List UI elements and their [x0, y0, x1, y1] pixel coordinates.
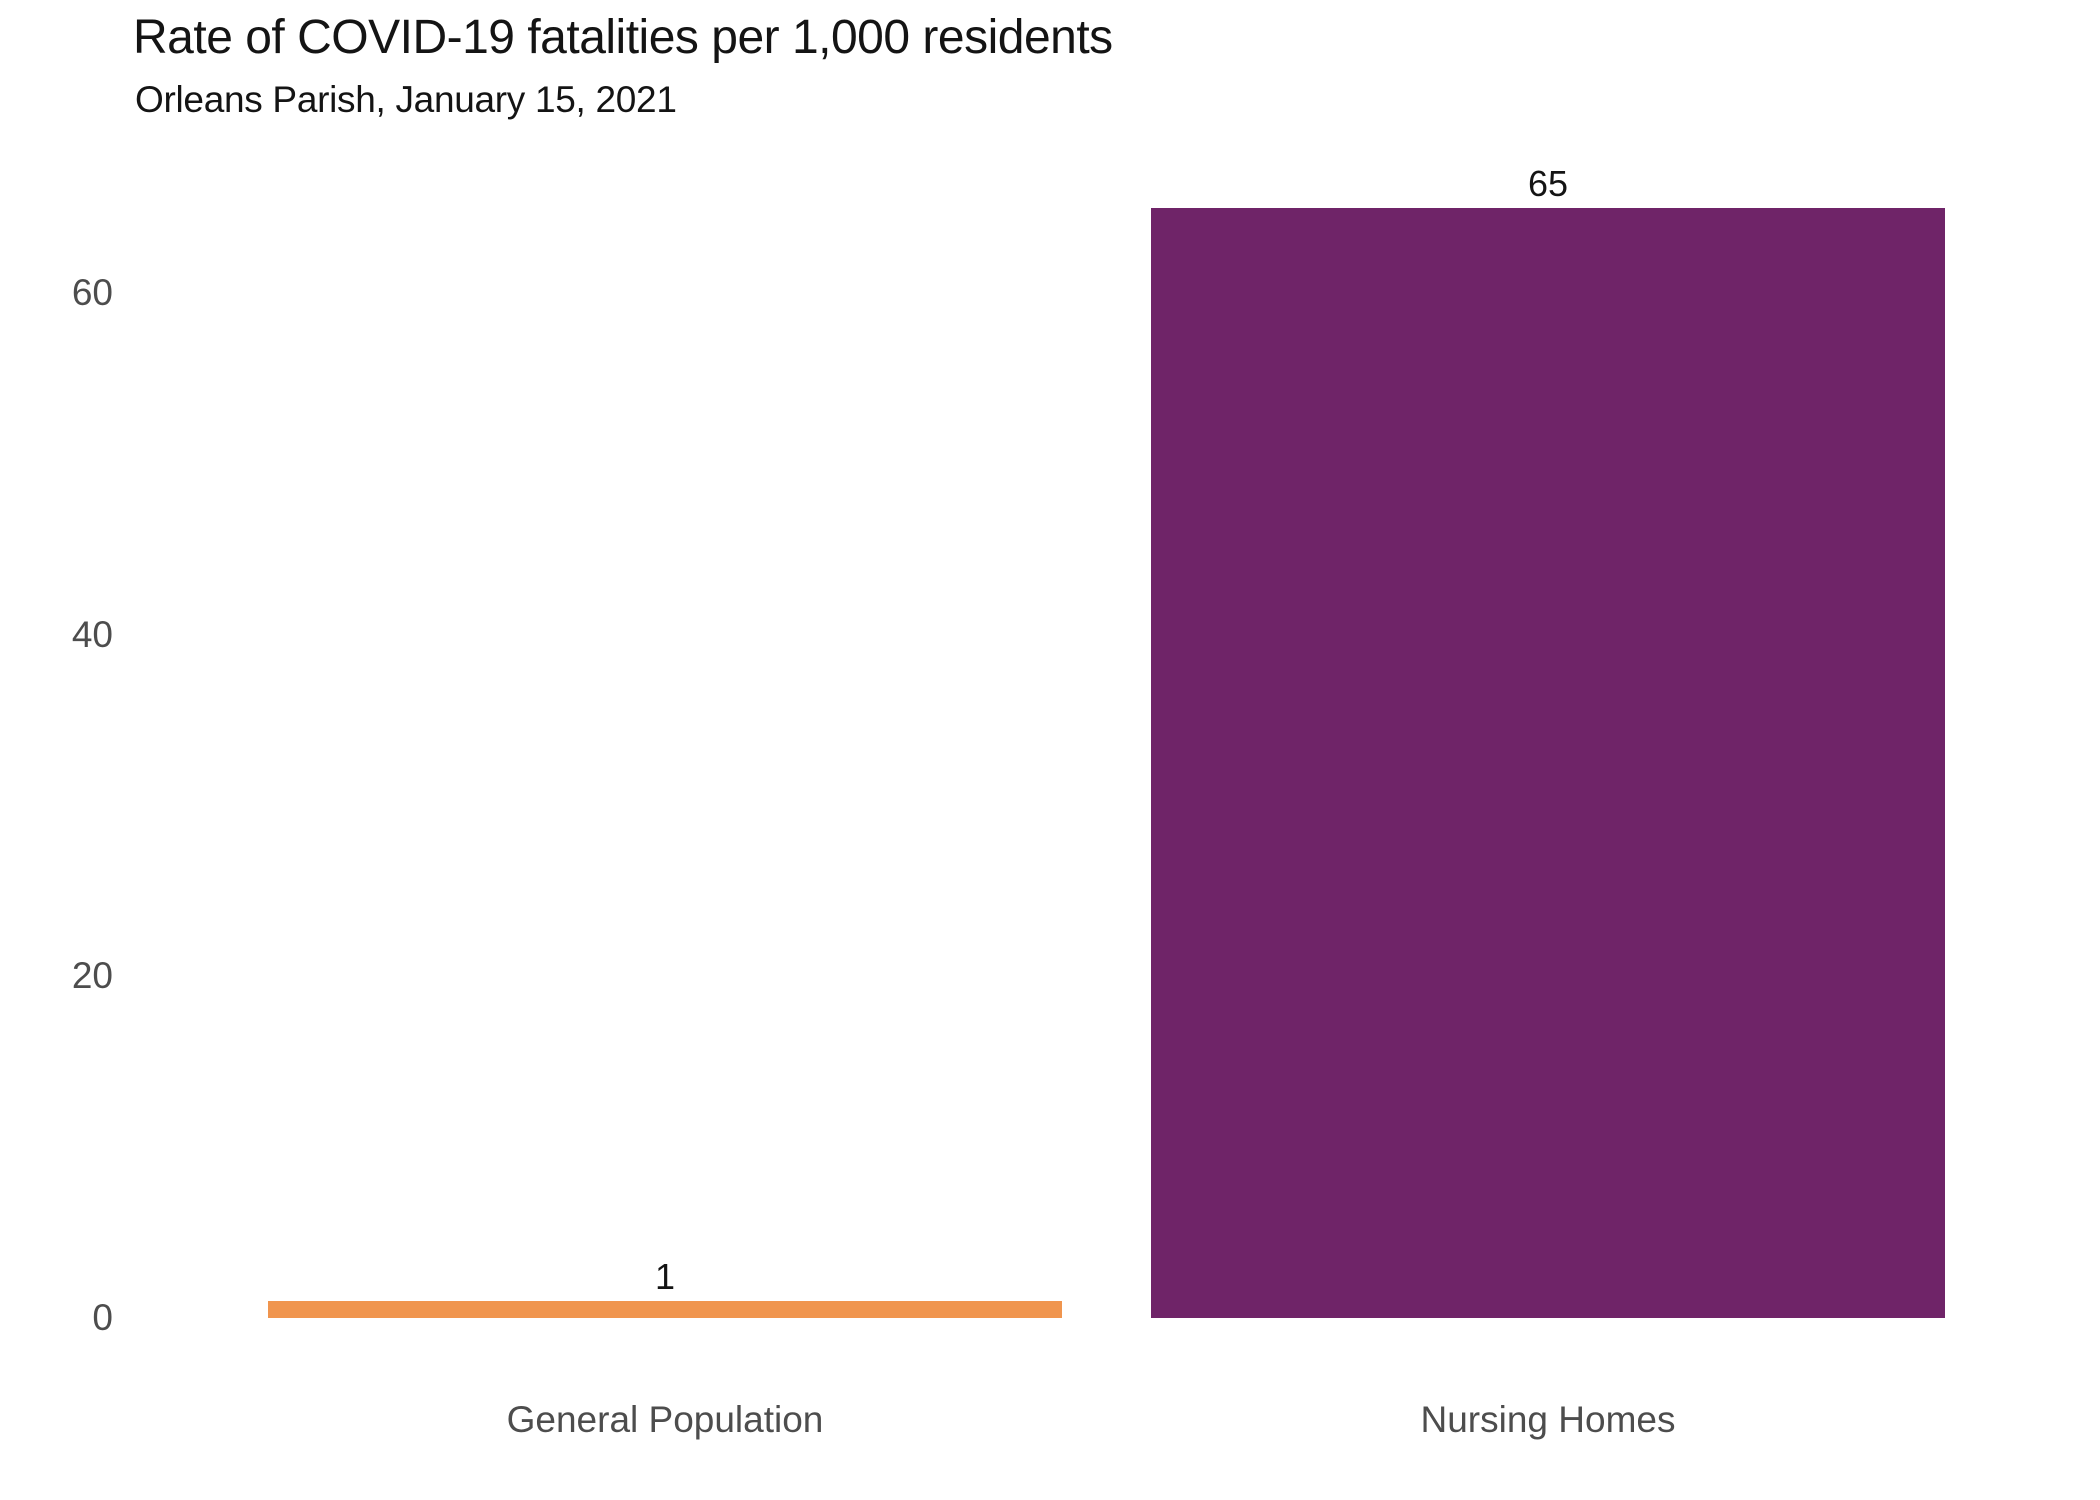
chart-subtitle: Orleans Parish, January 15, 2021 — [135, 79, 677, 120]
y-tick-label: 40 — [71, 614, 113, 655]
y-tick-label: 0 — [92, 1297, 113, 1338]
chart-title: Rate of COVID-19 fatalities per 1,000 re… — [133, 11, 1113, 64]
bar-general-population — [268, 1301, 1062, 1318]
x-axis-label-nursing-homes: Nursing Homes — [1420, 1399, 1676, 1440]
bar-value-label-nursing-homes: 65 — [1527, 163, 1569, 204]
x-axis-label-general-population: General Population — [506, 1399, 824, 1440]
y-tick-label: 20 — [71, 955, 113, 996]
bar-nursing-homes — [1151, 208, 1945, 1318]
bar-value-label-general-population: 1 — [654, 1256, 676, 1297]
y-tick-label: 60 — [71, 272, 113, 313]
